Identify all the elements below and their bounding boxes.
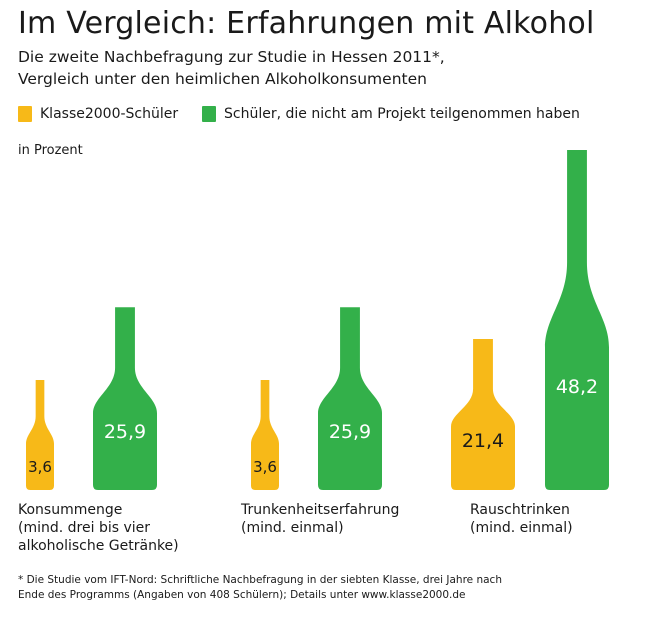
unit-label: in Prozent: [18, 143, 83, 158]
category-label-konsummenge-line-3: alkoholische Getränke): [18, 538, 179, 554]
category-label-rauschtrinken-line-1: Rauschtrinken: [470, 502, 570, 518]
legend-swatch-yellow: [18, 106, 32, 122]
category-label-konsummenge-line-2: (mind. drei bis vier: [18, 520, 151, 536]
bottle-bar-non-participants-3: [545, 150, 609, 490]
chart-title: Im Vergleich: Erfahrungen mit Alkohol: [18, 6, 595, 41]
footnote-line-1: * Die Studie vom IFT-Nord: Schriftliche …: [18, 574, 502, 586]
data-label-non-participants-2: 25,9: [329, 421, 371, 443]
legend-swatch-green: [202, 106, 216, 122]
data-label-non-participants-3: 48,2: [556, 376, 598, 398]
data-label-klasse2000-1: 3,6: [28, 458, 52, 476]
footnote-line-2: Ende des Programms (Angaben von 408 Schü…: [18, 589, 466, 601]
category-label-trunkenheitserfahrung-line-1: Trunkenheitserfahrung: [241, 502, 400, 518]
bottle-bar-klasse2000-3: [451, 339, 515, 490]
category-label-trunkenheitserfahrung-line-2: (mind. einmal): [241, 520, 344, 536]
legend-label-klasse2000: Klasse2000-Schüler: [40, 106, 179, 122]
category-label-rauschtrinken-line-2: (mind. einmal): [470, 520, 573, 536]
category-label-konsummenge-line-1: Konsummenge: [18, 502, 123, 518]
bottle-bar-klasse2000-2: [251, 380, 279, 490]
chart-subtitle-line-2: Vergleich unter den heimlichen Alkoholko…: [18, 70, 427, 88]
category-label-konsummenge: Konsummenge (mind. drei bis vier alkohol…: [18, 501, 179, 555]
legend-label-non-participants: Schüler, die nicht am Projekt teilgenomm…: [224, 106, 580, 122]
category-label-trunkenheitserfahrung: Trunkenheitserfahrung (mind. einmal): [241, 501, 399, 537]
category-label-rauschtrinken: Rauschtrinken (mind. einmal): [470, 501, 573, 537]
data-label-klasse2000-2: 3,6: [253, 458, 277, 476]
bottle-bar-non-participants-1: [93, 307, 157, 490]
bottle-bar-klasse2000-1: [26, 380, 54, 490]
data-label-non-participants-1: 25,9: [104, 421, 146, 443]
data-label-klasse2000-3: 21,4: [462, 430, 504, 452]
chart-subtitle-line-1: Die zweite Nachbefragung zur Studie in H…: [18, 48, 445, 66]
footnote: * Die Studie vom IFT-Nord: Schriftliche …: [18, 573, 502, 603]
bottle-bar-non-participants-2: [318, 307, 382, 490]
